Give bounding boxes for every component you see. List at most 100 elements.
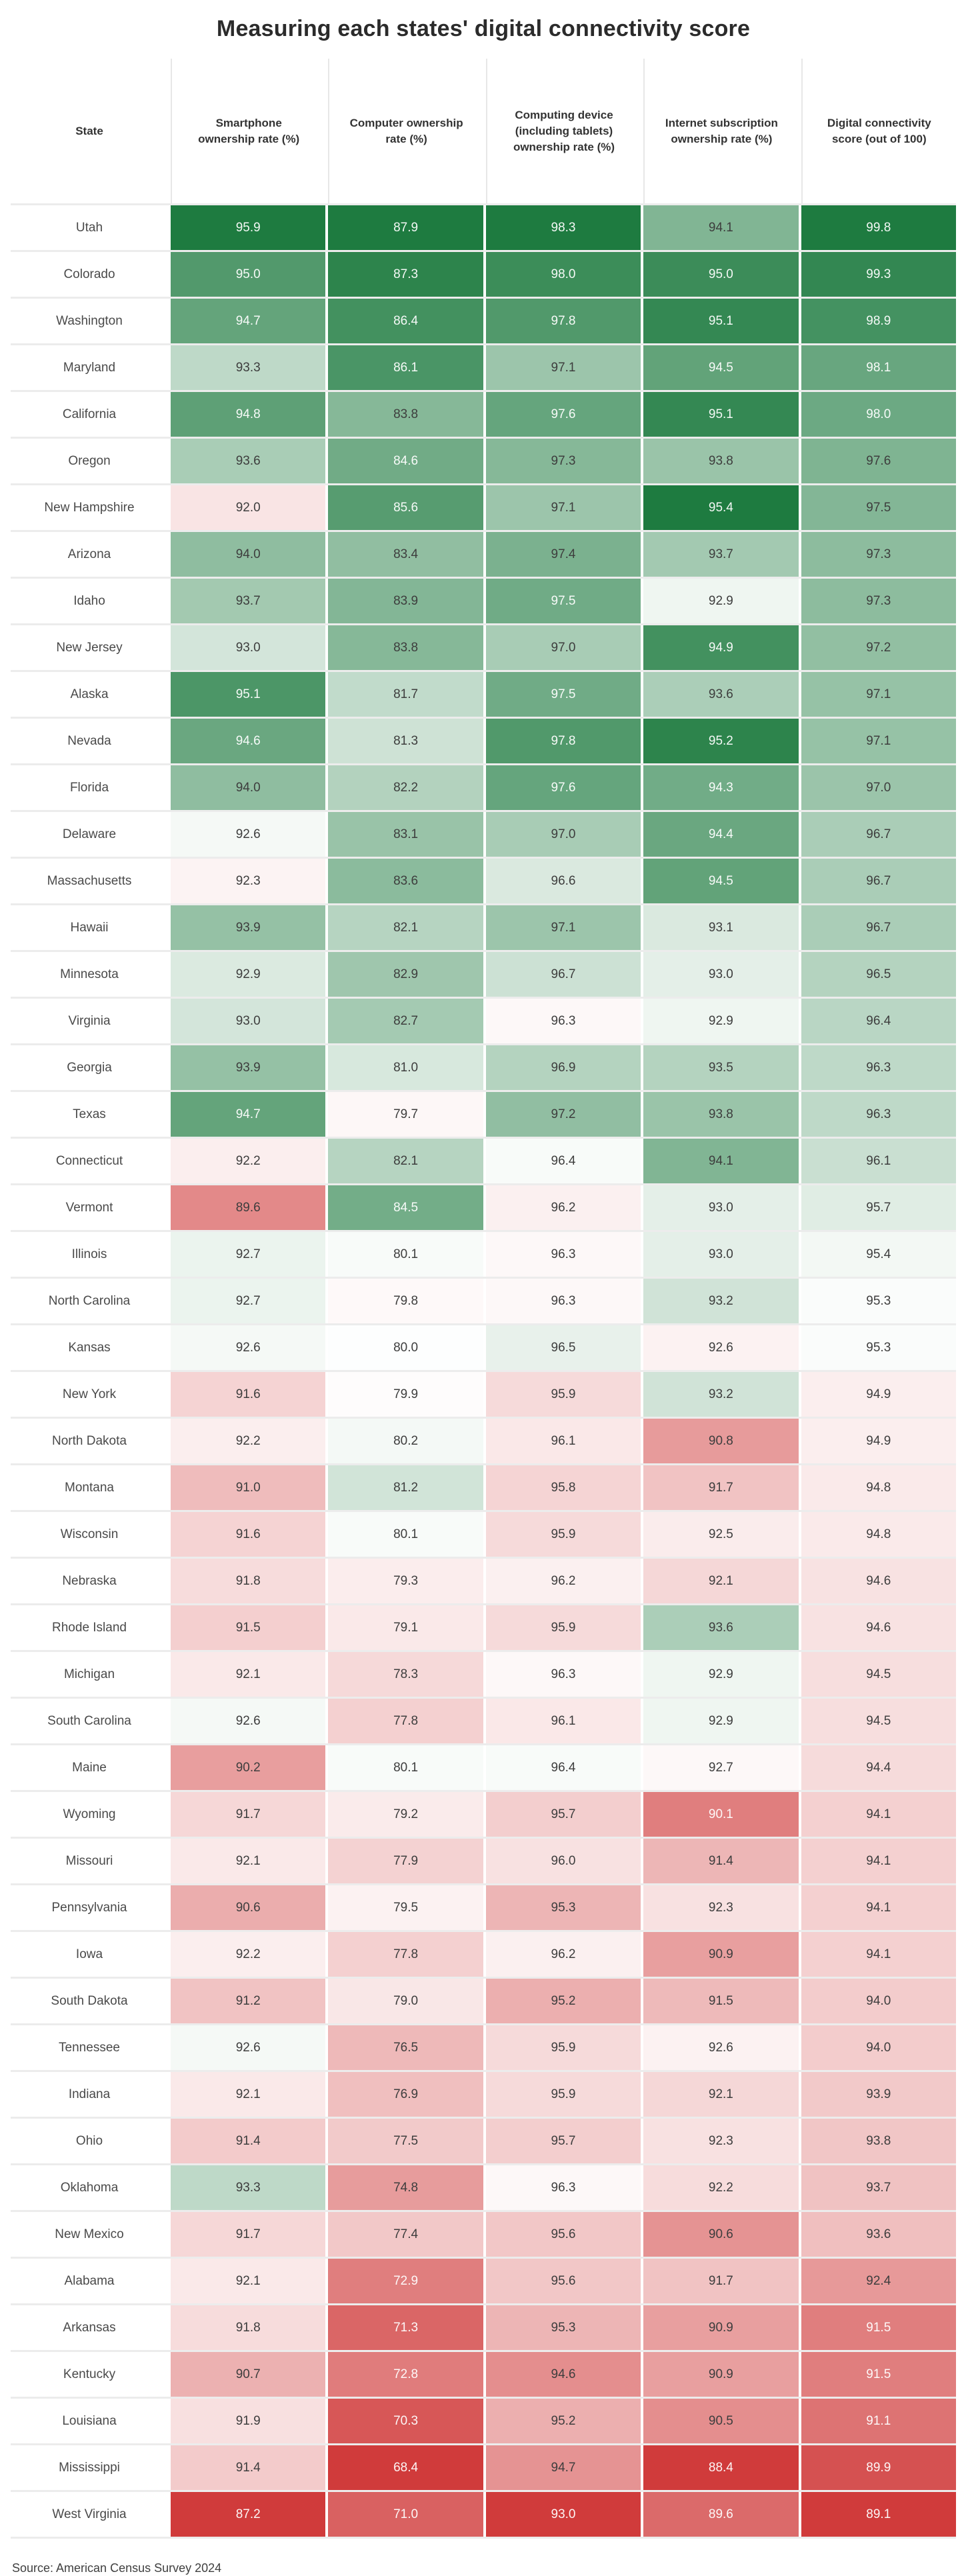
- table-row: Montana 91.0 81.2 95.8 91.7 94.8: [11, 1463, 956, 1510]
- value-cell: 92.0: [171, 485, 326, 530]
- value-cell: 96.0: [485, 1839, 641, 1883]
- table-row: Utah 95.9 87.9 98.3 94.1 99.8: [11, 203, 956, 250]
- value-cell: 96.3: [485, 2165, 641, 2210]
- value-cell: 95.9: [485, 1512, 641, 1557]
- value-cell: 76.5: [328, 2025, 483, 2070]
- page-title: Measuring each states' digital connectiv…: [216, 16, 751, 41]
- value-cell: 77.4: [328, 2212, 483, 2257]
- value-cell: 77.9: [328, 1839, 483, 1883]
- state-cell: New Mexico: [55, 2227, 124, 2241]
- table-row: Kansas 92.6 80.0 96.5 92.6 95.3: [11, 1323, 956, 1370]
- value-cell: 92.1: [643, 1559, 799, 1603]
- value-cell: 94.1: [643, 205, 799, 250]
- value-cell: 77.5: [328, 2119, 483, 2163]
- value-cell: 91.8: [171, 2305, 326, 2350]
- value-cell: 93.0: [171, 625, 326, 670]
- value-cell: 92.1: [171, 1652, 326, 1697]
- value-cell: 94.1: [801, 1839, 956, 1883]
- value-cell: 95.0: [171, 252, 326, 297]
- state-cell: Mississippi: [59, 2460, 120, 2475]
- value-cell: 82.1: [328, 905, 483, 950]
- state-cell: Kentucky: [63, 2367, 116, 2381]
- value-cell: 95.2: [485, 1979, 641, 2023]
- value-cell: 82.1: [328, 1139, 483, 1183]
- value-cell: 97.3: [801, 532, 956, 577]
- value-cell: 91.7: [643, 2259, 799, 2303]
- value-cell: 91.4: [171, 2119, 326, 2163]
- value-cell: 89.9: [801, 2445, 956, 2490]
- state-cell: California: [62, 407, 117, 421]
- value-cell: 96.3: [801, 1045, 956, 1090]
- value-cell: 87.2: [171, 2492, 326, 2537]
- state-cell: Virginia: [68, 1013, 111, 1028]
- header-cell-score: Digital connectivity score (out of 100): [801, 59, 956, 203]
- value-cell: 80.1: [328, 1745, 483, 1790]
- value-cell: 96.4: [485, 1745, 641, 1790]
- state-cell: Maryland: [63, 360, 116, 375]
- state-cell: Oregon: [68, 453, 111, 468]
- value-cell: 92.6: [643, 2025, 799, 2070]
- value-cell: 94.9: [801, 1419, 956, 1463]
- value-cell: 96.5: [485, 1325, 641, 1370]
- state-cell: Louisiana: [62, 2413, 117, 2428]
- value-cell: 79.2: [328, 1792, 483, 1837]
- header-cell-state: State: [75, 124, 103, 137]
- value-cell: 92.6: [171, 2025, 326, 2070]
- value-cell: 92.4: [801, 2259, 956, 2303]
- value-cell: 72.9: [328, 2259, 483, 2303]
- value-cell: 80.1: [328, 1232, 483, 1277]
- value-cell: 90.9: [643, 1932, 799, 1977]
- table-row: Massachusetts 92.3 83.6 96.6 94.5 96.7: [11, 857, 956, 903]
- value-cell: 97.1: [485, 905, 641, 950]
- state-cell: Iowa: [75, 1947, 103, 1961]
- value-cell: 95.3: [485, 1885, 641, 1930]
- value-cell: 77.8: [328, 1932, 483, 1977]
- value-cell: 90.6: [643, 2212, 799, 2257]
- value-cell: 95.7: [485, 2119, 641, 2163]
- value-cell: 92.6: [171, 812, 326, 857]
- value-cell: 97.8: [485, 719, 641, 763]
- value-cell: 92.3: [171, 859, 326, 903]
- value-cell: 81.7: [328, 672, 483, 717]
- value-cell: 96.2: [485, 1932, 641, 1977]
- value-cell: 93.3: [171, 345, 326, 390]
- state-cell: Arizona: [67, 547, 111, 561]
- table-row: Missouri 92.1 77.9 96.0 91.4 94.1: [11, 1837, 956, 1883]
- value-cell: 93.7: [171, 579, 326, 623]
- value-cell: 95.2: [485, 2399, 641, 2443]
- value-cell: 83.9: [328, 579, 483, 623]
- value-cell: 95.3: [485, 2305, 641, 2350]
- table-row: Washington 94.7 86.4 97.8 95.1 98.9: [11, 297, 956, 343]
- value-cell: 86.1: [328, 345, 483, 390]
- value-cell: 91.5: [801, 2352, 956, 2397]
- value-cell: 94.6: [485, 2352, 641, 2397]
- state-cell: Michigan: [63, 1667, 115, 1681]
- table-row: New Jersey 93.0 83.8 97.0 94.9 97.2: [11, 623, 956, 670]
- value-cell: 97.6: [801, 439, 956, 483]
- state-cell: North Carolina: [48, 1293, 131, 1308]
- value-cell: 96.7: [801, 905, 956, 950]
- table-row: Illinois 92.7 80.1 96.3 93.0 95.4: [11, 1230, 956, 1277]
- state-cell: Connecticut: [55, 1153, 123, 1168]
- value-cell: 98.3: [485, 205, 641, 250]
- table-row: New Hampshire 92.0 85.6 97.1 95.4 97.5: [11, 483, 956, 530]
- value-cell: 94.1: [801, 1932, 956, 1977]
- value-cell: 97.3: [485, 439, 641, 483]
- state-cell: South Dakota: [51, 1993, 128, 2008]
- header-cell-computing-device: Computing device (including tablets) own…: [485, 59, 641, 203]
- value-cell: 97.1: [801, 672, 956, 717]
- value-cell: 91.6: [171, 1372, 326, 1417]
- value-cell: 92.9: [643, 579, 799, 623]
- value-cell: 93.7: [643, 532, 799, 577]
- state-cell: Rhode Island: [52, 1620, 127, 1635]
- value-cell: 74.8: [328, 2165, 483, 2210]
- value-cell: 95.7: [801, 1185, 956, 1230]
- state-cell: Alaska: [70, 687, 109, 701]
- value-cell: 92.3: [643, 1885, 799, 1930]
- value-cell: 96.7: [485, 952, 641, 997]
- state-cell: Arkansas: [63, 2320, 116, 2335]
- value-cell: 93.7: [801, 2165, 956, 2210]
- value-cell: 96.3: [485, 1279, 641, 1323]
- value-cell: 96.7: [801, 859, 956, 903]
- table-row: Pennsylvania 90.6 79.5 95.3 92.3 94.1: [11, 1883, 956, 1930]
